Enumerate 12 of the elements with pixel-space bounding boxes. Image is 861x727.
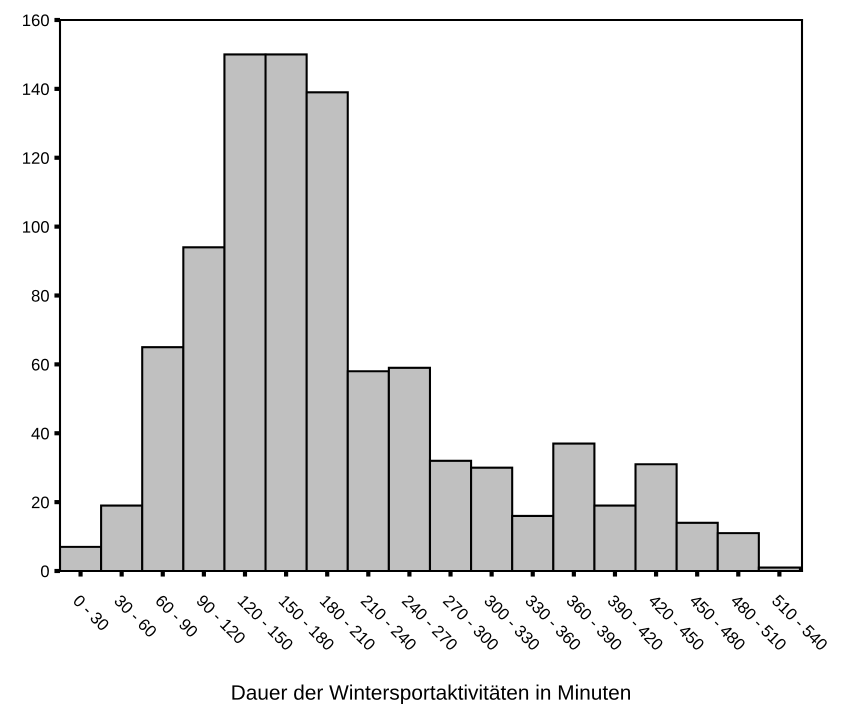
y-tick-label: 40 [31, 428, 49, 440]
y-tick-label: 0 [40, 565, 49, 578]
x-tick-label: 0 - 30 [72, 594, 110, 632]
y-tick-label: 20 [32, 496, 49, 508]
y-tick-label: 80 [32, 290, 49, 302]
y-tick-label: 140 [23, 83, 49, 96]
y-tick-label: 60 [32, 358, 49, 371]
x-tick-label: 30 - 60 [113, 594, 158, 638]
y-tick-label: 120 [23, 152, 49, 164]
y-tick-label: 100 [23, 221, 49, 233]
y-tick-label: 160 [23, 14, 49, 26]
x-axis-title: Dauer der Wintersportaktivitäten in Minuten [232, 684, 630, 704]
